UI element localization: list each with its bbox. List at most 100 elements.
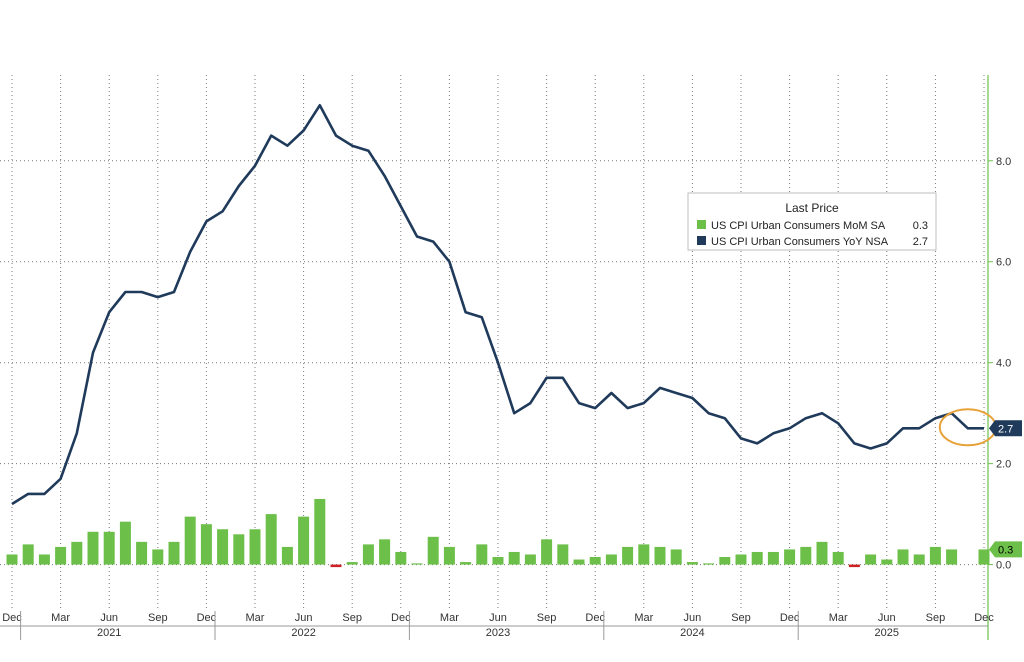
mom-bar xyxy=(573,559,585,565)
last-value-tag: 2.7 xyxy=(989,420,1022,437)
mom-bar xyxy=(168,541,180,565)
x-tick-month: Jun xyxy=(878,612,896,624)
x-tick-year: 2024 xyxy=(680,627,704,639)
mom-bar xyxy=(654,546,666,565)
y-tick-label: 4.0 xyxy=(996,358,1011,370)
mom-bar xyxy=(832,551,844,565)
mom-bar xyxy=(281,546,293,565)
x-tick-month: Mar xyxy=(440,612,459,624)
x-tick-month: Sep xyxy=(537,612,557,624)
x-tick-month: Jun xyxy=(100,612,118,624)
mom-bar xyxy=(605,554,617,565)
mom-bar xyxy=(929,546,941,565)
legend-swatch-mom xyxy=(697,220,706,229)
mom-bar xyxy=(346,562,358,565)
mom-bar xyxy=(978,549,990,565)
mom-bar xyxy=(298,516,310,565)
mom-bar xyxy=(119,521,131,565)
x-tick-month: Mar xyxy=(634,612,653,624)
x-tick-month: Mar xyxy=(246,612,265,624)
x-tick-year: 2025 xyxy=(875,627,899,639)
mom-bar xyxy=(314,498,326,565)
mom-bar xyxy=(152,549,164,565)
mom-bar-negative xyxy=(330,564,342,568)
mom-bar xyxy=(249,529,261,565)
x-tick-month: Sep xyxy=(342,612,362,624)
last-value-tag-bg xyxy=(989,541,1022,558)
last-value-labels: 2.7 0.3 xyxy=(989,420,1022,558)
mom-bar xyxy=(703,563,715,565)
mom-bar xyxy=(22,544,34,565)
mom-bar xyxy=(541,539,553,565)
x-tick-month: Jun xyxy=(489,612,507,624)
mom-bar xyxy=(735,554,747,565)
x-tick-month: Dec xyxy=(391,612,411,624)
y-tick-label: 6.0 xyxy=(996,257,1011,269)
x-tick-month: Sep xyxy=(148,612,168,624)
last-value-tag-bg xyxy=(989,420,1022,437)
mom-bar xyxy=(719,557,731,565)
y-tick-label: 0.0 xyxy=(996,560,1011,572)
mom-bar xyxy=(38,554,50,565)
mom-bar xyxy=(395,551,407,565)
x-tick-month: Jun xyxy=(684,612,702,624)
y-tick-label: 8.0 xyxy=(996,156,1011,168)
y-tick-label: 2.0 xyxy=(996,459,1011,471)
y-tick-labels: 8.0 6.0 4.0 2.0 0.0 xyxy=(988,156,1011,572)
legend-value-yoy: 2.7 xyxy=(913,236,928,248)
mom-bar xyxy=(87,531,99,565)
legend-swatch-yoy xyxy=(697,236,706,245)
legend-label-mom: US CPI Urban Consumers MoM SA xyxy=(711,220,886,232)
mom-bar xyxy=(589,557,601,565)
mom-bar xyxy=(379,539,391,565)
mom-bar xyxy=(184,516,196,565)
x-tick-month: Jun xyxy=(295,612,313,624)
mom-bar xyxy=(913,554,925,565)
mom-bar xyxy=(55,546,67,565)
last-value-tag: 0.3 xyxy=(989,541,1022,558)
mom-bar xyxy=(767,551,779,565)
mom-bar xyxy=(800,546,812,565)
x-tick-month: Dec xyxy=(585,612,605,624)
x-tick-year: 2022 xyxy=(291,627,315,639)
mom-bar xyxy=(865,554,877,565)
mom-bar xyxy=(103,531,115,565)
x-tick-month: Dec xyxy=(780,612,800,624)
mom-bar xyxy=(443,546,455,565)
grid xyxy=(0,75,988,610)
x-tick-year: 2023 xyxy=(486,627,510,639)
legend-box xyxy=(687,192,937,251)
mom-bar xyxy=(411,563,423,565)
x-tick-month: Dec xyxy=(2,612,22,624)
x-tick-labels: Dec Mar Jun Sep Dec Mar Jun Sep Dec Mar Jun Sep Dec M… xyxy=(0,611,994,640)
mom-bar xyxy=(265,514,277,565)
mom-bar xyxy=(427,536,439,565)
mom-bar xyxy=(217,529,229,565)
x-tick-month: Dec xyxy=(974,612,994,624)
x-tick-month: Mar xyxy=(51,612,70,624)
mom-bar xyxy=(881,559,893,565)
mom-bar xyxy=(638,544,650,565)
last-value-tag-text: 2.7 xyxy=(998,423,1013,435)
mom-bar xyxy=(460,562,472,565)
mom-bar xyxy=(136,541,148,565)
mom-bar xyxy=(362,544,374,565)
mom-bar xyxy=(751,551,763,565)
mom-bar xyxy=(897,549,909,565)
mom-bars xyxy=(6,498,990,568)
mom-bar xyxy=(816,541,828,565)
yoy-line xyxy=(11,104,984,506)
x-tick-year: 2021 xyxy=(97,627,121,639)
mom-bar xyxy=(71,541,83,565)
mom-bar xyxy=(784,549,796,565)
yoy-line-group xyxy=(11,104,984,506)
mom-bar xyxy=(476,544,488,565)
legend-value-mom: 0.3 xyxy=(913,220,928,232)
x-tick-month: Mar xyxy=(829,612,848,624)
mom-bar xyxy=(6,554,18,565)
legend-label-yoy: US CPI Urban Consumers YoY NSA xyxy=(711,236,889,248)
x-tick-month: Sep xyxy=(731,612,751,624)
mom-bar xyxy=(670,549,682,565)
mom-bar xyxy=(233,534,245,565)
